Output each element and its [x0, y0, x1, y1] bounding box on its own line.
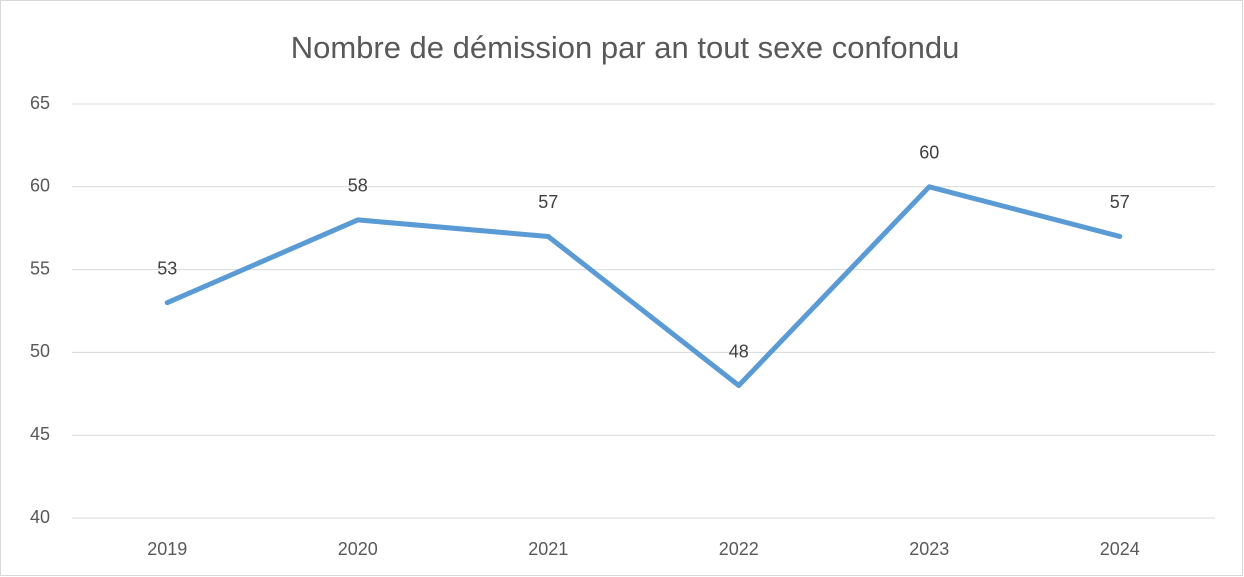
x-tick-label: 2024	[1100, 539, 1140, 559]
data-label: 53	[157, 258, 177, 278]
data-label: 57	[538, 192, 558, 212]
x-tick-label: 2021	[528, 539, 568, 559]
x-tick-label: 2023	[909, 539, 949, 559]
data-label: 58	[348, 176, 368, 196]
y-tick-label: 50	[30, 341, 50, 361]
x-tick-label: 2019	[147, 539, 187, 559]
y-tick-label: 60	[30, 176, 50, 196]
data-line	[164, 184, 1123, 389]
x-tick-label: 2020	[338, 539, 378, 559]
y-tick-label: 55	[30, 258, 50, 278]
y-tick-label: 40	[30, 507, 50, 527]
x-tick-label: 2022	[719, 539, 759, 559]
data-label: 48	[729, 341, 749, 361]
y-tick-label: 65	[30, 93, 50, 113]
data-label: 60	[919, 143, 939, 163]
data-label: 57	[1110, 192, 1130, 212]
chart-title: Nombre de démission par an tout sexe con…	[291, 30, 960, 65]
y-tick-label: 45	[30, 424, 50, 444]
